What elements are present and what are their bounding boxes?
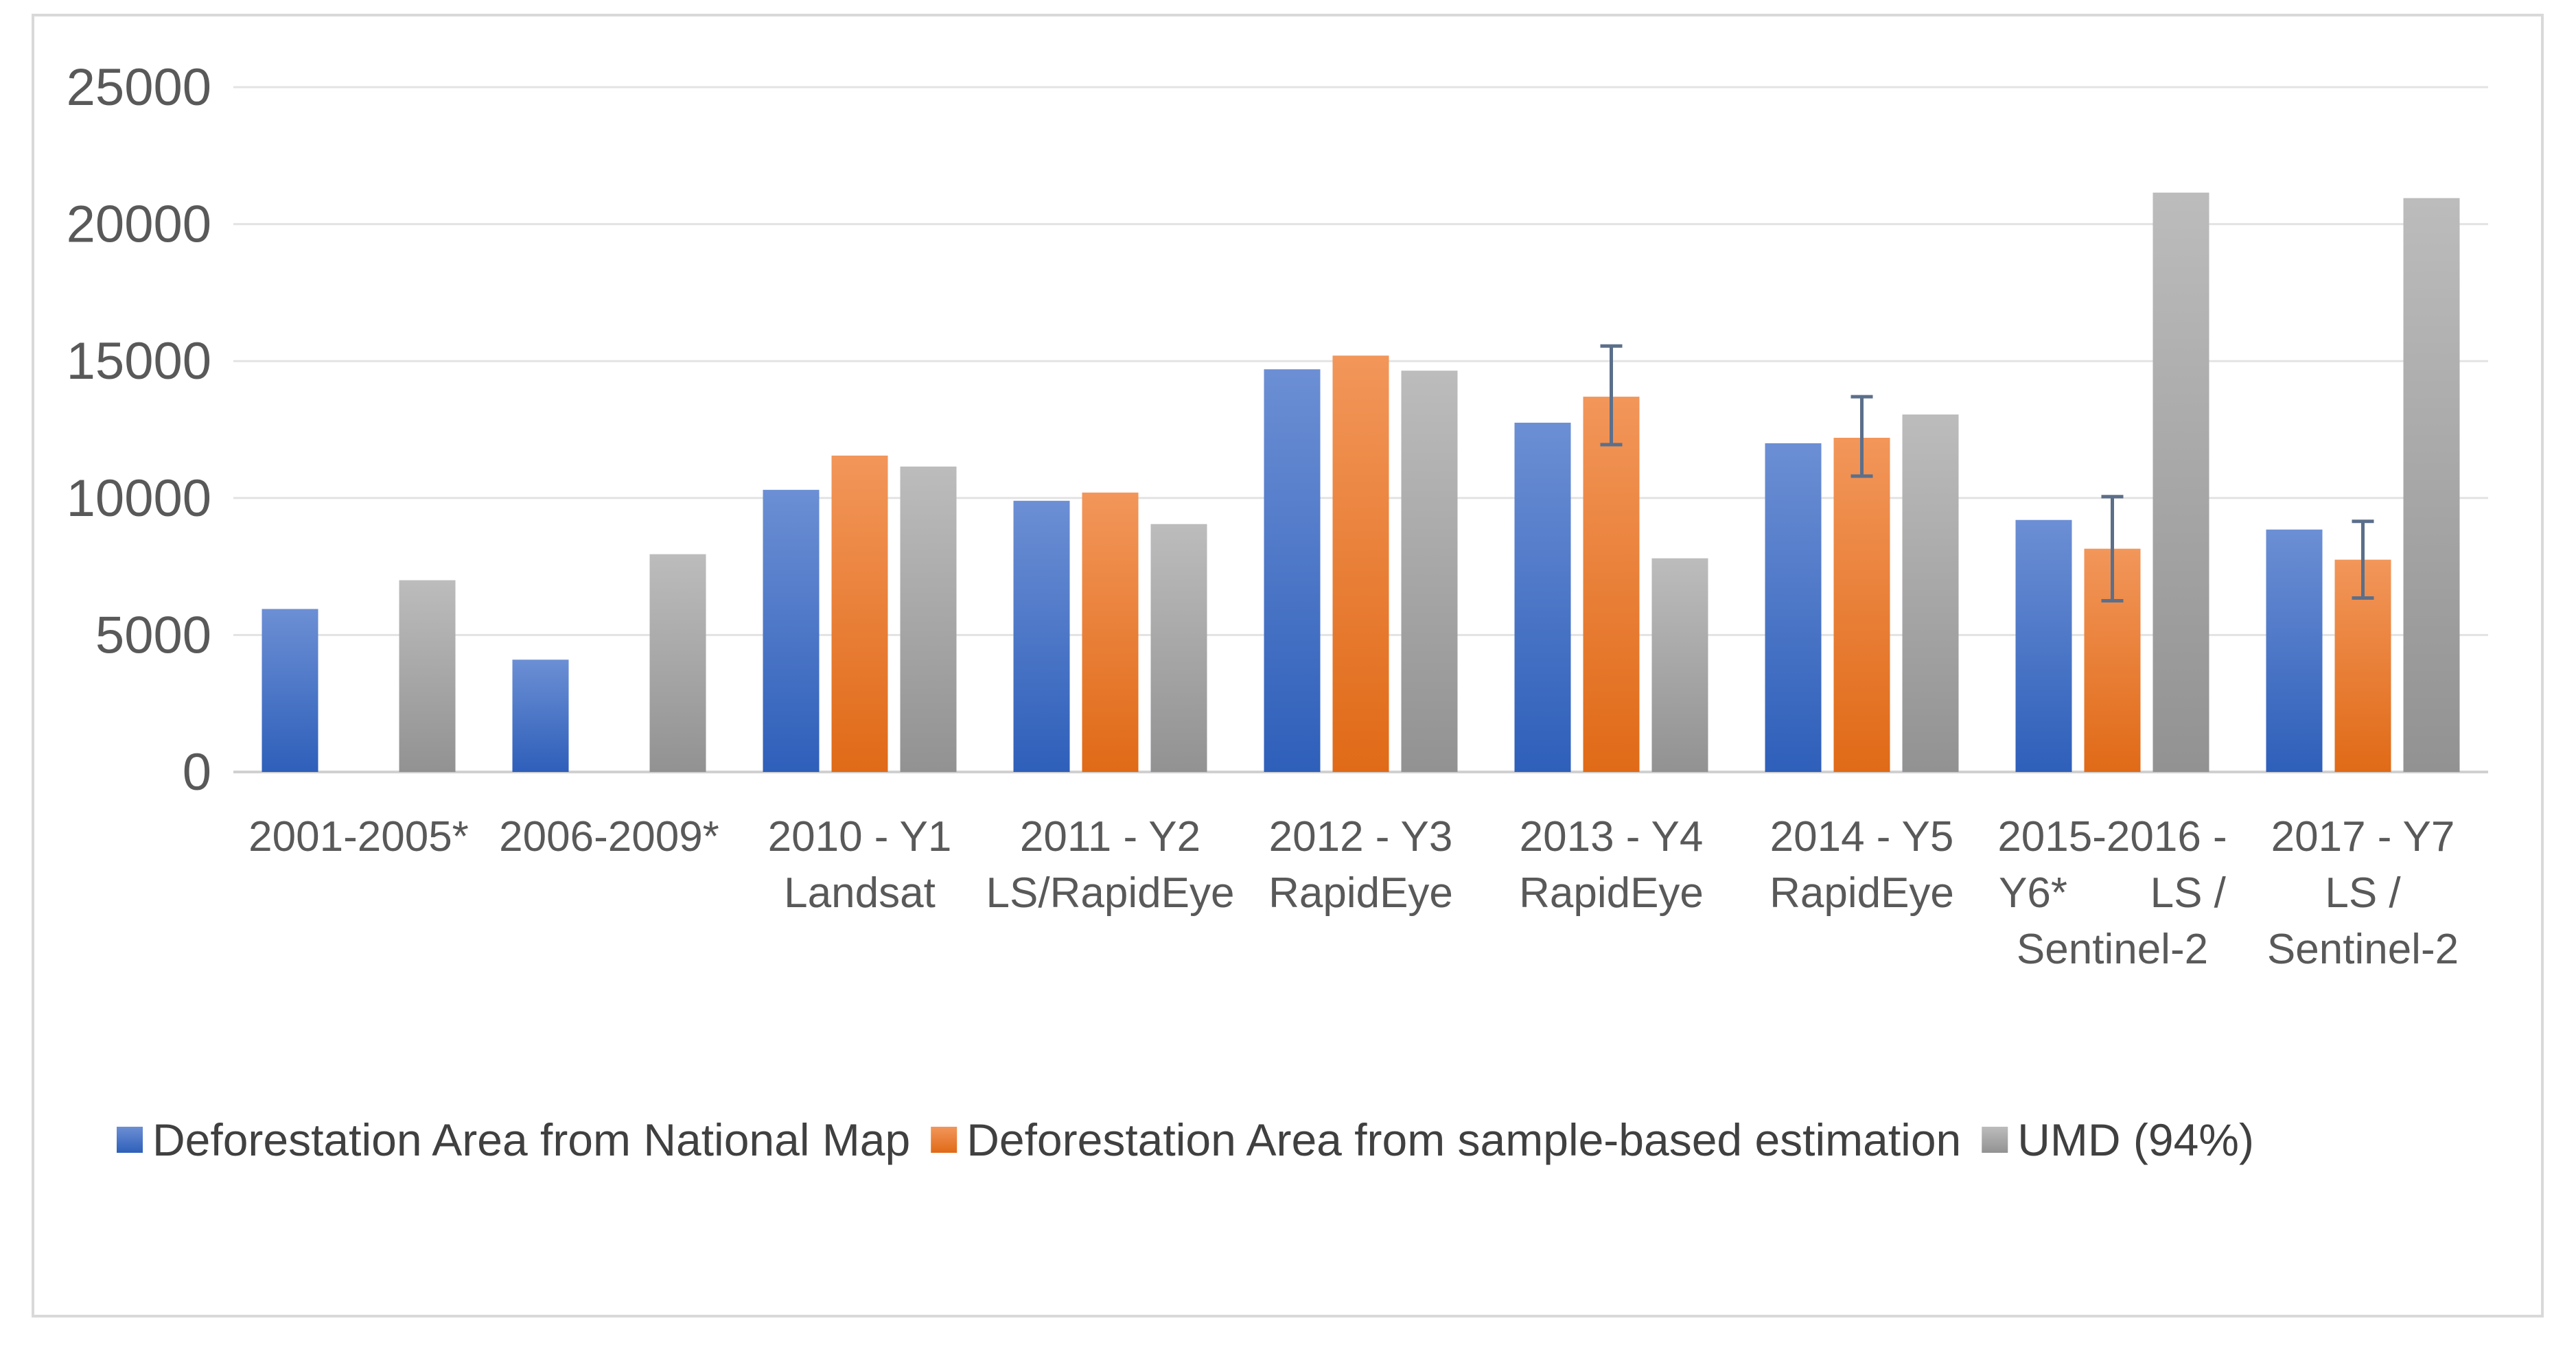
legend-swatch xyxy=(117,1127,143,1153)
bar xyxy=(1651,558,1708,772)
bar xyxy=(1833,437,1890,772)
error-bars xyxy=(1600,344,2374,602)
bars xyxy=(262,192,2460,772)
x-tick-label: 2010 - Y1 Landsat xyxy=(768,813,952,917)
x-tick-label: 2012 - Y3 RapidEye xyxy=(1268,813,1453,917)
legend-swatch xyxy=(1982,1127,2008,1153)
x-tick-label-line: LS/RapidEye xyxy=(986,869,1235,917)
x-tick-label: 2001-2005* xyxy=(248,813,469,860)
x-tick-label-line: 2011 - Y2 xyxy=(1020,813,1200,860)
x-tick-label-line: Y6* LS / xyxy=(1999,869,2227,917)
bar xyxy=(2015,519,2072,772)
legend-item: Deforestation Area from National Map xyxy=(117,1114,910,1165)
error-bar xyxy=(1850,395,1873,478)
x-tick-label: 2011 - Y2 LS/RapidEye xyxy=(986,813,1235,917)
legend-item: Deforestation Area from sample-based est… xyxy=(931,1114,1961,1165)
y-tick-label: 10000 xyxy=(67,469,211,528)
x-tick-label-line: LS / xyxy=(2325,869,2401,917)
legend-item: UMD (94%) xyxy=(1982,1114,2254,1165)
x-tick-label-line: 2017 - Y7 xyxy=(2271,813,2455,860)
bar xyxy=(1332,355,1389,772)
bar xyxy=(1765,443,1822,772)
x-tick-label-line: Sentinel-2 xyxy=(2267,926,2459,973)
legend-label: UMD (94%) xyxy=(2017,1114,2254,1165)
x-tick-label-line: 2010 - Y1 xyxy=(768,813,952,860)
bar xyxy=(2266,529,2323,772)
bar xyxy=(399,580,456,772)
bar xyxy=(512,659,569,772)
x-tick-label-line: 2014 - Y5 xyxy=(1770,813,1954,860)
bar xyxy=(262,609,318,772)
x-tick-label-line: 2012 - Y3 xyxy=(1269,813,1453,860)
x-tick-label: 2017 - Y7 LS / Sentinel-2 xyxy=(2267,813,2459,973)
x-tick-label: 2014 - Y5 RapidEye xyxy=(1769,813,1954,917)
x-tick-label-line: 2006-2009* xyxy=(499,813,719,860)
bar xyxy=(1150,524,1207,772)
x-tick-label-line: Landsat xyxy=(784,869,936,917)
bar xyxy=(1082,492,1139,772)
bar xyxy=(1401,371,1458,772)
bar xyxy=(1514,423,1571,772)
x-tick-label-line: RapidEye xyxy=(1769,869,1954,917)
x-tick-label-line: RapidEye xyxy=(1268,869,1453,917)
bar xyxy=(1902,414,1959,772)
x-tick-label: 2006-2009* xyxy=(499,813,719,860)
bar xyxy=(900,466,957,772)
x-tick-label-line: RapidEye xyxy=(1519,869,1704,917)
y-tick-label: 25000 xyxy=(67,58,211,117)
x-axis-ticks: 2001-2005* 2006-2009* 2010 - Y1 Landsat 2011… xyxy=(248,813,2459,973)
legend: Deforestation Area from National Map Defo… xyxy=(117,1114,2254,1165)
x-tick-label: 2013 - Y4 RapidEye xyxy=(1519,813,1704,917)
legend-label: Deforestation Area from sample-based est… xyxy=(966,1114,1961,1165)
bar xyxy=(1013,500,1070,772)
bar xyxy=(649,554,706,772)
y-tick-label: 0 xyxy=(183,743,211,801)
bar xyxy=(1264,369,1321,772)
bar xyxy=(2403,198,2460,772)
x-tick-label-line: 2001-2005* xyxy=(248,813,469,860)
error-bar xyxy=(2101,495,2124,602)
legend-label: Deforestation Area from National Map xyxy=(152,1114,910,1165)
x-tick-label-line: 2015-2016 - xyxy=(1997,813,2227,860)
bar xyxy=(831,455,888,772)
x-tick-label: 2015-2016 - Y6* LS / Sentinel-2 xyxy=(1997,813,2227,973)
x-tick-label-line: 2013 - Y4 xyxy=(1520,813,1704,860)
bar xyxy=(2153,192,2209,772)
error-bar xyxy=(1600,344,1623,447)
bar xyxy=(1583,397,1640,772)
y-axis-ticks: 0 5000 10000 15000 20000 25000 xyxy=(67,58,211,801)
y-tick-label: 20000 xyxy=(67,196,211,254)
bar xyxy=(763,489,820,772)
x-tick-label-line: Sentinel-2 xyxy=(2017,926,2208,973)
error-bar xyxy=(2352,519,2374,600)
y-tick-label: 5000 xyxy=(95,606,211,664)
y-tick-label: 15000 xyxy=(67,332,211,390)
legend-swatch xyxy=(931,1127,958,1153)
